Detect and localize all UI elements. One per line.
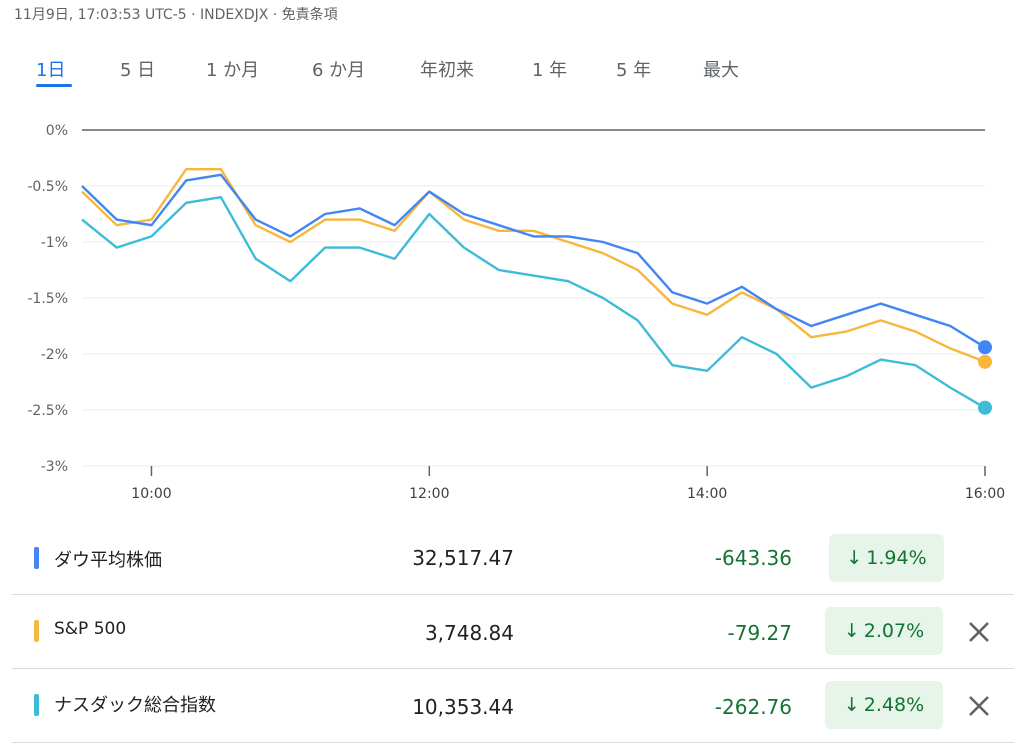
- table-row[interactable]: ナスダック総合指数 10,353.44 -262.76 ↓ 2.48%: [12, 669, 1014, 743]
- percent-change-badge: ↓ 2.07%: [825, 607, 943, 655]
- y-tick-label: -2.5%: [27, 403, 68, 419]
- tab-1y[interactable]: 1 年: [532, 60, 568, 81]
- arrow-down-icon: ↓: [846, 547, 863, 569]
- y-tick-label: -1%: [41, 235, 68, 251]
- y-tick-label: 0%: [46, 123, 68, 139]
- x-tick-label: 16:00: [965, 486, 1005, 502]
- row-divider: [12, 594, 1014, 595]
- index-name: ナスダック総合指数: [54, 695, 216, 716]
- percent-change-value: 2.48%: [863, 694, 925, 716]
- index-change: -79.27: [727, 621, 792, 645]
- series-line: [81, 173, 986, 349]
- index-name: S&P 500: [54, 619, 127, 639]
- y-tick-label: -0.5%: [27, 179, 68, 195]
- active-tab-indicator: [36, 84, 72, 87]
- table-row[interactable]: ダウ平均株価 32,517.47 -643.36 ↓ 1.94%: [12, 522, 1014, 596]
- y-tick-label: -2%: [41, 347, 68, 363]
- percent-change-badge: ↓ 2.48%: [825, 681, 943, 729]
- percent-change-value: 2.07%: [863, 620, 925, 642]
- tab-max[interactable]: 最大: [703, 60, 739, 81]
- table-row[interactable]: S&P 500 3,748.84 -79.27 ↓ 2.07%: [12, 595, 1014, 669]
- tab-5y[interactable]: 5 年: [616, 60, 652, 81]
- tab-1m[interactable]: 1 か月: [206, 60, 260, 81]
- index-name: ダウ平均株価: [54, 550, 162, 571]
- tab-ytd[interactable]: 年初来: [420, 60, 474, 81]
- tab-5d[interactable]: 5 日: [120, 60, 156, 81]
- x-tick-label: 10:00: [131, 486, 171, 502]
- index-change: -262.76: [714, 695, 792, 719]
- arrow-down-icon: ↓: [843, 620, 860, 642]
- series-color-swatch: [34, 547, 39, 569]
- tab-6m[interactable]: 6 か月: [312, 60, 366, 81]
- close-icon[interactable]: [964, 691, 994, 721]
- series-line: [81, 195, 986, 409]
- index-change: -643.36: [714, 546, 792, 570]
- series-color-swatch: [34, 620, 39, 642]
- row-divider: [12, 742, 1014, 743]
- tab-1d[interactable]: 1日: [36, 60, 66, 81]
- y-tick-label: -3%: [41, 459, 68, 475]
- y-tick-label: -1.5%: [27, 291, 68, 307]
- arrow-down-icon: ↓: [843, 694, 860, 716]
- index-price: 10,353.44: [412, 695, 514, 719]
- range-tabs: 1日 5 日 1 か月 6 か月 年初来 1 年 5 年 最大: [0, 52, 1018, 88]
- line-chart[interactable]: 0% -0.5% -1% -1.5% -2% -2.5% -3% 10:00 12:00 14:0…: [0, 110, 1018, 510]
- percent-change-value: 1.94%: [866, 547, 927, 569]
- header-info: 11月9日, 17:03:53 UTC-5 · INDEXDJX · 免責条項: [14, 7, 338, 23]
- close-icon[interactable]: [964, 617, 994, 647]
- series-end-point: [978, 354, 992, 369]
- index-price: 32,517.47: [412, 546, 514, 570]
- row-divider: [12, 668, 1014, 669]
- index-price: 3,748.84: [424, 621, 514, 645]
- series-end-point: [978, 400, 992, 415]
- x-tick-label: 14:00: [687, 486, 727, 502]
- series-color-swatch: [34, 694, 39, 716]
- x-tick-label: 12:00: [409, 486, 449, 502]
- series-end-point: [978, 340, 992, 355]
- percent-change-badge: ↓ 1.94%: [829, 534, 944, 582]
